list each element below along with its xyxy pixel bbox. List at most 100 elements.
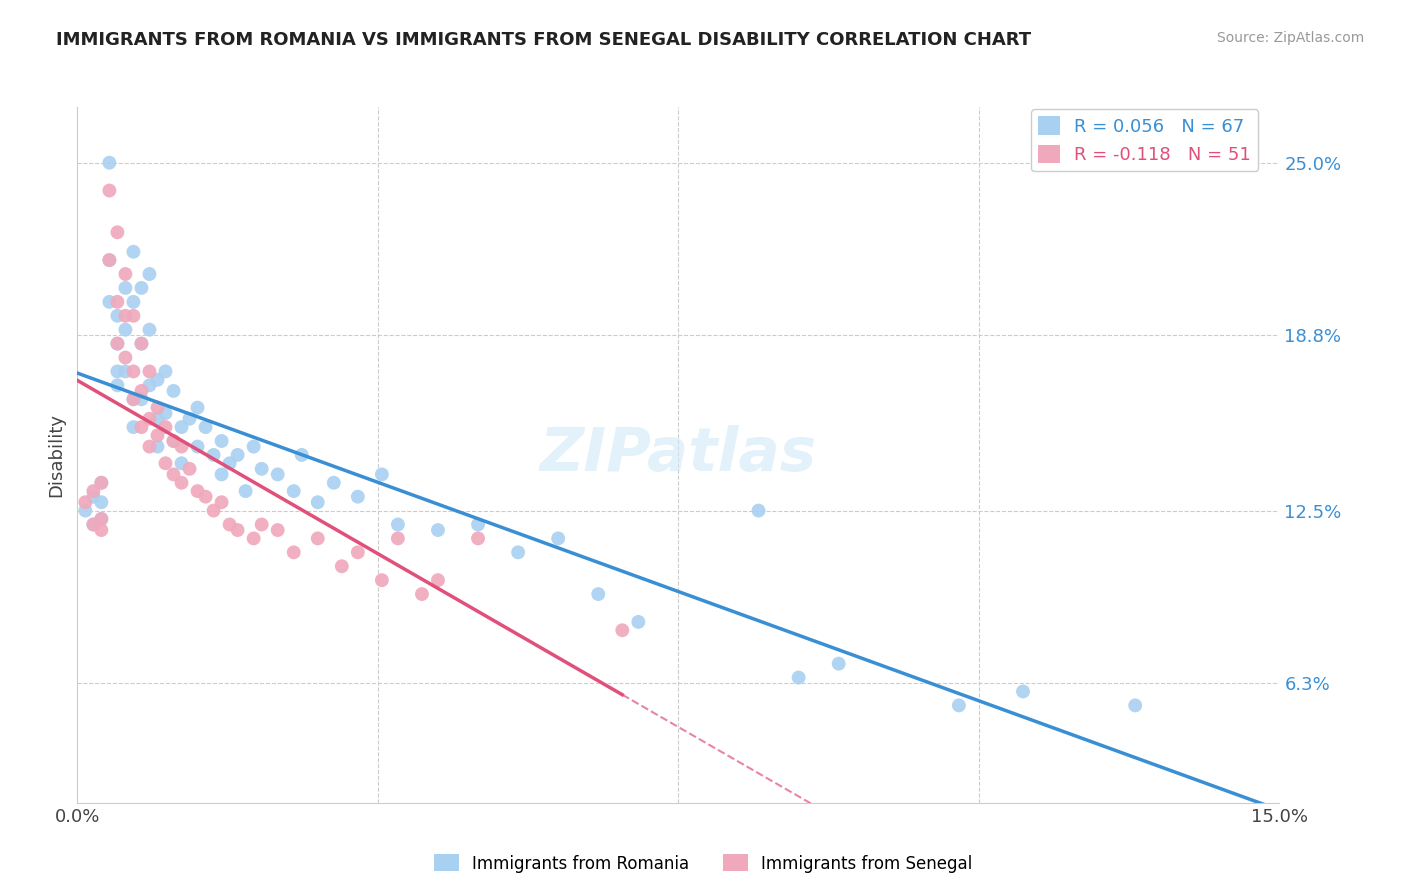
Point bbox=[122, 244, 145, 259]
Point bbox=[107, 309, 129, 323]
Point bbox=[146, 373, 169, 387]
Point bbox=[114, 364, 136, 378]
Point bbox=[170, 420, 193, 434]
Point bbox=[146, 411, 169, 425]
Point bbox=[131, 392, 153, 407]
Point bbox=[588, 587, 610, 601]
Point bbox=[114, 351, 136, 365]
Point bbox=[218, 517, 240, 532]
Point bbox=[427, 523, 450, 537]
Point bbox=[211, 467, 233, 482]
Point bbox=[211, 434, 233, 448]
Point bbox=[107, 336, 129, 351]
Point bbox=[114, 309, 136, 323]
Point bbox=[371, 467, 394, 482]
Point bbox=[131, 420, 153, 434]
Point bbox=[411, 587, 433, 601]
Point bbox=[107, 294, 129, 309]
Point bbox=[307, 532, 329, 546]
Point bbox=[90, 475, 112, 490]
Point bbox=[828, 657, 851, 671]
Text: ZIPatlas: ZIPatlas bbox=[540, 425, 817, 484]
Point bbox=[90, 512, 112, 526]
Point bbox=[187, 440, 209, 454]
Point bbox=[1123, 698, 1146, 713]
Point bbox=[155, 456, 177, 470]
Point bbox=[107, 225, 129, 239]
Point bbox=[90, 523, 112, 537]
Point bbox=[179, 462, 201, 476]
Point bbox=[948, 698, 970, 713]
Point bbox=[138, 440, 160, 454]
Point bbox=[283, 545, 305, 559]
Point bbox=[146, 428, 169, 442]
Point bbox=[242, 532, 264, 546]
Point bbox=[146, 401, 169, 415]
Point bbox=[235, 484, 257, 499]
Point bbox=[107, 336, 129, 351]
Point bbox=[122, 364, 145, 378]
Point bbox=[98, 294, 121, 309]
Point bbox=[82, 517, 104, 532]
Point bbox=[427, 573, 450, 587]
Point bbox=[330, 559, 353, 574]
Point bbox=[170, 456, 193, 470]
Point bbox=[187, 484, 209, 499]
Point bbox=[107, 378, 129, 392]
Point bbox=[179, 411, 201, 425]
Point bbox=[138, 323, 160, 337]
Point bbox=[155, 406, 177, 420]
Point bbox=[211, 495, 233, 509]
Point bbox=[267, 523, 290, 537]
Point bbox=[75, 495, 97, 509]
Point bbox=[371, 573, 394, 587]
Point bbox=[226, 448, 249, 462]
Point bbox=[250, 517, 273, 532]
Point bbox=[98, 184, 121, 198]
Point bbox=[90, 512, 112, 526]
Point bbox=[307, 495, 329, 509]
Point bbox=[194, 420, 217, 434]
Point bbox=[194, 490, 217, 504]
Point bbox=[82, 484, 104, 499]
Point bbox=[131, 336, 153, 351]
Legend: R = 0.056   N = 67, R = -0.118   N = 51: R = 0.056 N = 67, R = -0.118 N = 51 bbox=[1031, 109, 1258, 171]
Point bbox=[82, 490, 104, 504]
Point bbox=[202, 448, 225, 462]
Point bbox=[170, 440, 193, 454]
Point bbox=[155, 364, 177, 378]
Point bbox=[114, 281, 136, 295]
Point bbox=[347, 490, 370, 504]
Point bbox=[122, 309, 145, 323]
Point bbox=[170, 475, 193, 490]
Point bbox=[122, 392, 145, 407]
Point bbox=[187, 401, 209, 415]
Point bbox=[387, 517, 409, 532]
Point bbox=[218, 456, 240, 470]
Point bbox=[82, 517, 104, 532]
Point bbox=[138, 378, 160, 392]
Point bbox=[547, 532, 569, 546]
Point bbox=[467, 532, 489, 546]
Point bbox=[787, 671, 810, 685]
Point bbox=[138, 411, 160, 425]
Point bbox=[138, 364, 160, 378]
Point bbox=[250, 462, 273, 476]
Point bbox=[283, 484, 305, 499]
Point bbox=[98, 253, 121, 268]
Point bbox=[267, 467, 290, 482]
Point bbox=[226, 523, 249, 537]
Point bbox=[162, 467, 184, 482]
Point bbox=[162, 434, 184, 448]
Point bbox=[131, 336, 153, 351]
Point bbox=[612, 624, 634, 638]
Text: Source: ZipAtlas.com: Source: ZipAtlas.com bbox=[1216, 31, 1364, 45]
Point bbox=[202, 503, 225, 517]
Point bbox=[146, 440, 169, 454]
Point bbox=[467, 517, 489, 532]
Text: IMMIGRANTS FROM ROMANIA VS IMMIGRANTS FROM SENEGAL DISABILITY CORRELATION CHART: IMMIGRANTS FROM ROMANIA VS IMMIGRANTS FR… bbox=[56, 31, 1032, 49]
Point bbox=[131, 281, 153, 295]
Point bbox=[508, 545, 530, 559]
Y-axis label: Disability: Disability bbox=[48, 413, 66, 497]
Point bbox=[387, 532, 409, 546]
